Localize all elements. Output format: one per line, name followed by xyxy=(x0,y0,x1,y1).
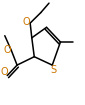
Text: S: S xyxy=(51,65,57,75)
Text: O: O xyxy=(3,45,11,55)
Text: O: O xyxy=(0,67,8,77)
Text: O: O xyxy=(22,17,30,27)
